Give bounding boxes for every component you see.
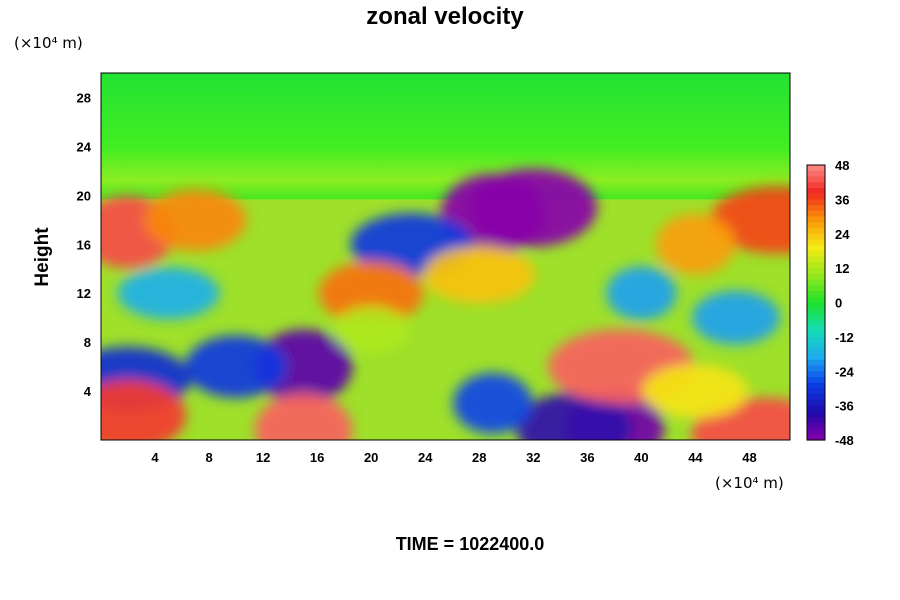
colorbar-segment (807, 400, 825, 406)
field-region (643, 364, 748, 418)
colorbar-segment (807, 257, 825, 263)
x-tick-label: 4 (151, 450, 159, 465)
y-axis-unit: (×10⁴ m) (14, 34, 83, 52)
x-tick-label: 28 (472, 450, 486, 465)
colorbar-segment (807, 320, 825, 326)
x-tick-label: 44 (688, 450, 703, 465)
colorbar-segment (807, 337, 825, 343)
colorbar-tick-label: 36 (835, 192, 849, 207)
colorbar-segment (807, 176, 825, 182)
colorbar-segment (807, 360, 825, 366)
colorbar-segment (807, 371, 825, 377)
heatmap-area (65, 73, 843, 470)
colorbar-segment (807, 314, 825, 320)
colorbar-segment (807, 411, 825, 417)
colorbar-segment (807, 222, 825, 228)
colorbar-segment (807, 366, 825, 372)
colorbar-segment (807, 303, 825, 309)
colorbar-tick-label: -36 (835, 399, 854, 414)
y-tick-label: 4 (84, 384, 92, 399)
field-region (423, 246, 535, 303)
colorbar-segment (807, 234, 825, 240)
colorbar-segment (807, 423, 825, 429)
colorbar-segment (807, 188, 825, 194)
x-tick-label: 32 (526, 450, 540, 465)
colorbar-segment (807, 194, 825, 200)
colorbar-segment (807, 245, 825, 251)
field-region (656, 214, 735, 275)
colorbar-segment (807, 377, 825, 383)
colorbar-segment (807, 251, 825, 257)
x-tick-label: 48 (742, 450, 756, 465)
colorbar-segment (807, 297, 825, 303)
colorbar-segment (807, 228, 825, 234)
colorbar-labels: 48 36 24 12 0 -12 -24 -36 -48 (835, 158, 855, 448)
y-tick-label: 28 (77, 90, 91, 105)
y-axis-label: Height (32, 227, 53, 287)
field-region (185, 335, 287, 397)
x-tick-label: 20 (364, 450, 378, 465)
colorbar-segment (807, 182, 825, 188)
y-tick-label: 16 (77, 237, 91, 252)
chart-title: zonal velocity (366, 3, 524, 30)
colorbar-segment (807, 383, 825, 389)
colorbar-segment (807, 274, 825, 280)
x-tick-label: 16 (310, 450, 324, 465)
colorbar-segment (807, 417, 825, 423)
field-region (333, 307, 410, 354)
upper-layer-band (101, 73, 790, 199)
colorbar-segment (807, 280, 825, 286)
colorbar-segment (807, 331, 825, 337)
y-axis-ticks: 4 8 12 16 20 24 28 (77, 90, 92, 399)
x-tick-label: 12 (256, 450, 270, 465)
x-axis-ticks: 4 8 12 16 20 24 28 32 36 40 44 48 (151, 450, 756, 465)
x-axis-unit: (×10⁴ m) (715, 474, 784, 492)
colorbar-tick-label: -12 (835, 330, 854, 345)
field-region (692, 291, 780, 345)
colorbar-tick-label: -24 (835, 364, 855, 379)
colorbar-segment (807, 348, 825, 354)
field-region (453, 373, 532, 434)
colorbar-segment (807, 205, 825, 211)
y-tick-label: 20 (77, 188, 91, 203)
field-region (470, 169, 598, 247)
field-region (145, 189, 247, 251)
colorbar-segment (807, 165, 825, 171)
colorbar-tick-label: 48 (835, 158, 849, 173)
colorbar-tick-label: 12 (835, 261, 849, 276)
colorbar (807, 165, 825, 441)
colorbar-segment (807, 325, 825, 331)
colorbar-segment (807, 291, 825, 297)
colorbar-segment (807, 239, 825, 245)
colorbar-tick-label: 24 (835, 227, 850, 242)
colorbar-segment (807, 211, 825, 217)
y-tick-label: 8 (84, 335, 91, 350)
time-label: TIME = 1022400.0 (396, 534, 545, 554)
y-tick-label: 24 (77, 139, 92, 154)
field-region (606, 266, 676, 320)
colorbar-segment (807, 429, 825, 435)
colorbar-segment (807, 354, 825, 360)
colorbar-tick-label: -48 (835, 433, 854, 448)
colorbar-segment (807, 343, 825, 349)
x-tick-label: 36 (580, 450, 594, 465)
field-region (118, 267, 220, 319)
colorbar-segment (807, 388, 825, 394)
colorbar-segment (807, 308, 825, 314)
x-tick-label: 8 (205, 450, 212, 465)
colorbar-segment (807, 262, 825, 268)
y-tick-label: 12 (77, 286, 91, 301)
x-tick-label: 40 (634, 450, 648, 465)
colorbar-segment (807, 171, 825, 177)
colorbar-segment (807, 406, 825, 412)
colorbar-tick-label: 0 (835, 296, 842, 311)
colorbar-segment (807, 268, 825, 274)
colorbar-segment (807, 217, 825, 223)
colorbar-segment (807, 394, 825, 400)
x-tick-label: 24 (418, 450, 433, 465)
colorbar-segment (807, 285, 825, 291)
colorbar-segment (807, 199, 825, 205)
